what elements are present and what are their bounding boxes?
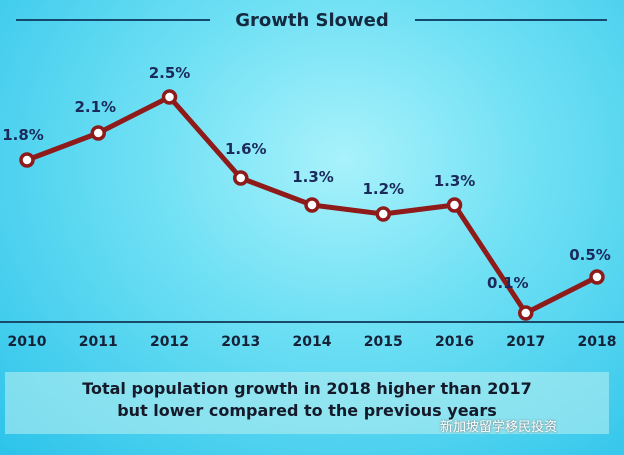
x-tick-label: 2014: [293, 334, 332, 350]
data-label: 1.3%: [292, 168, 334, 186]
data-point: [19, 152, 35, 168]
caption-box: Total population growth in 2018 higher t…: [5, 372, 609, 434]
data-point: [518, 305, 534, 321]
data-label: 1.8%: [2, 126, 44, 144]
data-label: 2.5%: [149, 64, 191, 82]
data-point: [446, 197, 463, 213]
data-point: [90, 125, 106, 141]
x-tick-label: 2016: [435, 334, 474, 350]
data-label: 0.1%: [487, 274, 529, 292]
x-tick-label: 2017: [506, 334, 545, 350]
chart-title: Growth Slowed: [235, 10, 389, 31]
data-label: 2.1%: [74, 98, 116, 116]
x-tick-label: 2011: [79, 334, 118, 350]
data-label: 0.5%: [569, 246, 611, 264]
watermark: 新加坡留学移民投资: [440, 420, 558, 435]
data-point: [304, 197, 320, 213]
caption-line-1: Total population growth in 2018 higher t…: [82, 379, 532, 398]
x-tick-label: 2015: [364, 334, 403, 350]
x-tick-label: 2012: [150, 334, 189, 350]
data-label: 1.3%: [434, 172, 476, 190]
data-point: [375, 206, 391, 222]
data-point: [161, 89, 178, 105]
x-tick-label: 2013: [221, 334, 260, 350]
data-label: 1.6%: [225, 140, 267, 158]
caption-line-2: but lower compared to the previous years: [117, 401, 497, 420]
x-tick-label: 2010: [8, 334, 47, 350]
data-point: [233, 170, 249, 186]
data-label: 1.2%: [362, 180, 404, 198]
x-tick-label: 2018: [578, 334, 617, 350]
data-point: [589, 269, 605, 285]
